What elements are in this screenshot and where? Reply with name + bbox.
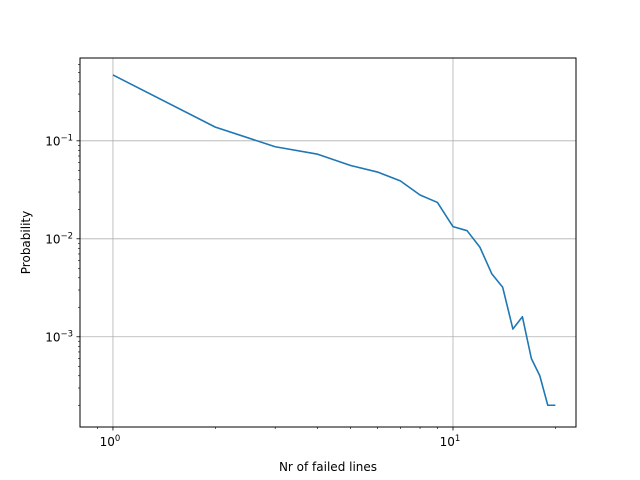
y-tick-label: 10−1 [45,133,73,148]
grid-lines [80,58,576,427]
axes-frame [79,57,577,428]
y-tick-exponent: −3 [60,329,73,339]
y-tick-exponent: −1 [60,133,73,143]
x-tick-base: 10 [440,435,455,449]
y-tick-exponent: −2 [60,231,73,241]
y-tick-label: 10−2 [45,231,73,246]
y-axis-label: Probability [19,211,33,274]
plot-area [112,74,556,407]
y-tick-base: 10 [45,330,60,344]
y-tick-base: 10 [45,232,60,246]
x-tick-exponent: 0 [115,434,120,444]
x-tick-exponent: 1 [455,434,460,444]
y-tick-label: 10−3 [45,329,73,344]
series-line [112,74,556,407]
x-tick-label: 100 [100,434,121,449]
x-tick-label: 101 [440,434,461,449]
y-tick-base: 10 [45,134,60,148]
x-tick-base: 10 [100,435,115,449]
x-axis-label: Nr of failed lines [279,460,377,474]
